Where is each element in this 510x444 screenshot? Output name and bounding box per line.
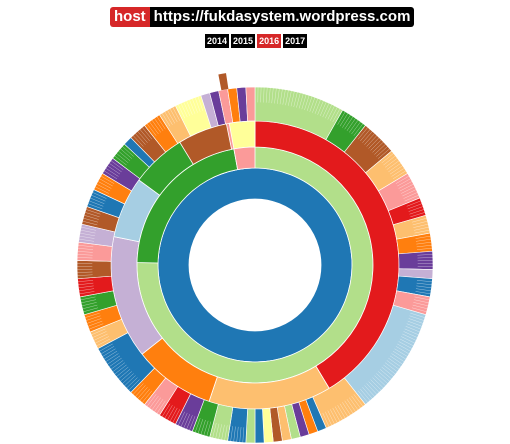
sunburst-inner-arc-3[interactable] <box>234 147 255 170</box>
sunburst-segment-l4-21[interactable] <box>255 409 264 443</box>
sunburst-segment-l4-53[interactable] <box>246 87 255 121</box>
sunburst-outer-spike[interactable] <box>218 73 228 90</box>
sunburst-segment-l1-0[interactable] <box>158 168 352 362</box>
sunburst-inner-arc-2[interactable] <box>229 121 255 149</box>
